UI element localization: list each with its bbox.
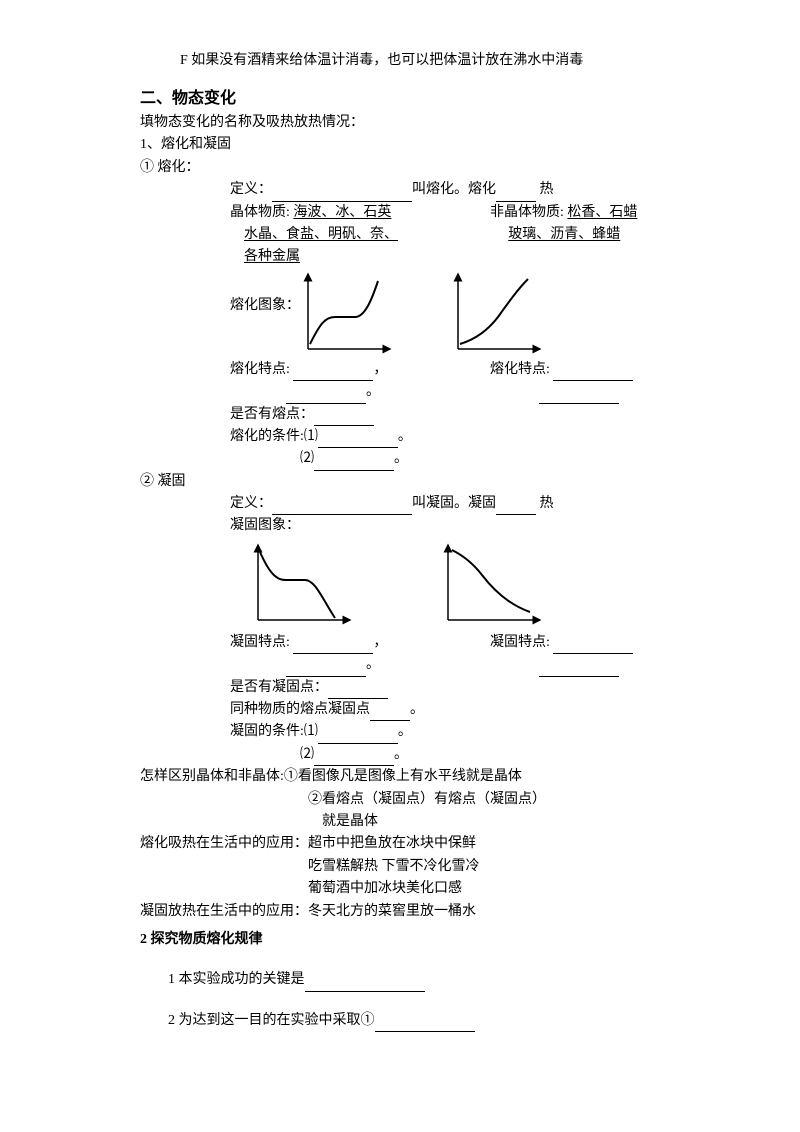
amorphous-melt-graph bbox=[450, 269, 550, 359]
freeze-def-suffix: 叫凝固。凝固 bbox=[412, 496, 496, 511]
blank-freeze-feat-b2[interactable] bbox=[539, 662, 619, 677]
blank-absorb-release[interactable] bbox=[496, 187, 536, 202]
blank-freeze-cond-1[interactable] bbox=[318, 729, 398, 744]
experiment-q1: 1 本实验成功的关键是 bbox=[140, 969, 690, 991]
substance-row-1: 晶体物质: 海波、冰、石英 非晶体物质: 松香、石蜡 bbox=[230, 202, 690, 224]
blank-freeze-cond-2[interactable] bbox=[314, 751, 394, 766]
blank-freeze-feat-b1[interactable] bbox=[553, 639, 633, 654]
thermometer-note: F 如果没有酒精来给体温计消毒，也可以把体温计放在沸水中消毒 bbox=[180, 50, 690, 72]
cond-2b: ⑵ bbox=[300, 747, 314, 762]
crystal-freeze-graph bbox=[250, 540, 360, 630]
period-s: 。 bbox=[410, 702, 424, 717]
melting-feature-row: 熔化特点: ， 熔化特点: bbox=[230, 359, 690, 381]
freeze-graph-label: 凝固图象： bbox=[230, 515, 690, 537]
blank-melting-def[interactable] bbox=[272, 187, 412, 202]
period-f2: 。 bbox=[394, 747, 408, 762]
blank-melt-feat-b1[interactable] bbox=[553, 366, 633, 381]
crystal-list-2: 水晶、食盐、明矾、奈、 bbox=[244, 227, 398, 242]
freeze-feature-row: 凝固特点: ， 凝固特点: bbox=[230, 632, 690, 654]
comma-1: ， bbox=[373, 362, 387, 377]
blank-melt-cond-2[interactable] bbox=[314, 456, 394, 471]
has-freeze-point: 是否有凝固点： bbox=[230, 677, 690, 699]
sub-1-label: ① 熔化： bbox=[140, 157, 690, 179]
crystal-melt-graph bbox=[300, 269, 400, 359]
blank-melt-feat-a1[interactable] bbox=[293, 366, 373, 381]
freeze-app: 凝固放热在生活中的应用：冬天北方的菜窖里放一桶水 bbox=[140, 901, 690, 923]
cond-1b: ⑴ bbox=[304, 724, 318, 739]
melting-def-suffix: 叫熔化。熔化 bbox=[412, 182, 496, 197]
sub-2-label: ② 凝固 bbox=[140, 471, 690, 493]
melt-app-1: 熔化吸热在生活中的应用：超市中把鱼放在冰块中保鲜 bbox=[140, 833, 690, 855]
period-b: 。 bbox=[366, 657, 380, 672]
blank-melt-feat-b2[interactable] bbox=[539, 389, 619, 404]
melt-cond-label: 熔化的条件: bbox=[230, 429, 304, 444]
crystal-list-1: 海波、冰、石英 bbox=[293, 205, 391, 220]
freeze-condition-2: ⑵。 bbox=[230, 744, 690, 766]
freeze-feature-label-a: 凝固特点: bbox=[230, 635, 293, 650]
blank-melt-feat-a2[interactable] bbox=[286, 389, 366, 404]
period-f1: 。 bbox=[398, 724, 412, 739]
melting-condition-2: ⑵。 bbox=[230, 448, 690, 470]
distinguish-line-1: 怎样区别晶体和非晶体:①看图像凡是图像上有水平线就是晶体 bbox=[140, 766, 690, 788]
period-c2: 。 bbox=[394, 451, 408, 466]
experiment-q2: 2 为达到这一目的在实验中采取① bbox=[140, 1010, 690, 1032]
same-meltfreeze-label: 同种物质的熔点凝固点 bbox=[230, 702, 370, 717]
crystal-list-3: 各种金属 bbox=[244, 249, 300, 264]
cond-1: ⑴ bbox=[304, 429, 318, 444]
period-c1: 。 bbox=[398, 429, 412, 444]
melting-definition-line: 定义： 叫熔化。熔化 热 bbox=[230, 179, 690, 201]
substance-row-2: 水晶、食盐、明矾、奈、 玻璃、沥青、蜂蜡 bbox=[230, 224, 690, 246]
blank-freeze-heat[interactable] bbox=[496, 500, 536, 515]
blank-freeze-def[interactable] bbox=[272, 500, 412, 515]
has-melting-point: 是否有熔点： bbox=[230, 404, 690, 426]
blank-exp-q1[interactable] bbox=[305, 977, 425, 992]
melt-feature-label-b: 熔化特点: bbox=[490, 362, 553, 377]
exp-q1-text: 1 本实验成功的关键是 bbox=[168, 972, 305, 987]
amorphous-freeze-graph bbox=[440, 540, 550, 630]
period-a: 。 bbox=[366, 384, 380, 399]
noncrystal-label: 非晶体物质: bbox=[490, 205, 567, 220]
cond-2: ⑵ bbox=[300, 451, 314, 466]
distinguish-line-2a: ②看熔点（凝固点）有熔点（凝固点） bbox=[140, 789, 690, 811]
worksheet-page: F 如果没有酒精来给体温计消毒，也可以把体温计放在沸水中消毒 二、物态变化 填物… bbox=[0, 0, 800, 1132]
same-meltfreeze: 同种物质的熔点凝固点 。 bbox=[230, 699, 690, 721]
item-1-heading: 1、熔化和凝固 bbox=[140, 134, 690, 156]
definition-label: 定义： bbox=[230, 182, 272, 197]
section-2-instruction: 填物态变化的名称及吸热放热情况： bbox=[140, 112, 690, 134]
noncrystal-list-2: 玻璃、沥青、蜂蜡 bbox=[508, 227, 620, 242]
definition-label-2: 定义： bbox=[230, 496, 272, 511]
noncrystal-list-1: 松香、石蜡 bbox=[567, 205, 637, 220]
blank-freeze-feat-a2[interactable] bbox=[286, 662, 366, 677]
crystal-label: 晶体物质: bbox=[230, 205, 293, 220]
has-freeze-label: 是否有凝固点： bbox=[230, 680, 328, 695]
heat-word: 热 bbox=[536, 182, 554, 197]
blank-exp-q2[interactable] bbox=[375, 1017, 475, 1032]
melting-condition-1: 熔化的条件:⑴ 。 bbox=[230, 426, 690, 448]
heat-word-2: 热 bbox=[536, 496, 554, 511]
melt-feature-label-a: 熔化特点: bbox=[230, 362, 293, 377]
freezing-definition-line: 定义： 叫凝固。凝固 热 bbox=[230, 493, 690, 515]
blank-melt-cond-1[interactable] bbox=[318, 433, 398, 448]
melt-app-3: 葡萄酒中加冰块美化口感 bbox=[140, 878, 690, 900]
melt-app-2: 吃雪糕解热 下雪不冷化雪冷 bbox=[140, 856, 690, 878]
section-2-title: 二、物态变化 bbox=[140, 86, 690, 112]
has-meltpoint-label: 是否有熔点： bbox=[230, 407, 314, 422]
comma-2: ， bbox=[373, 635, 387, 650]
distinguish-line-2b: 就是晶体 bbox=[140, 811, 690, 833]
substance-row-3: 各种金属 bbox=[230, 246, 690, 268]
freeze-condition-1: 凝固的条件:⑴ 。 bbox=[230, 721, 690, 743]
melting-graph-label: 熔化图象： bbox=[230, 269, 300, 359]
freeze-feature-row-2: 。 bbox=[230, 654, 690, 676]
blank-freeze-feat-a1[interactable] bbox=[293, 639, 373, 654]
freeze-feature-label-b: 凝固特点: bbox=[490, 635, 553, 650]
freeze-cond-label: 凝固的条件: bbox=[230, 724, 304, 739]
blank-has-meltpoint[interactable] bbox=[314, 411, 374, 426]
exp-q2-text: 2 为达到这一目的在实验中采取① bbox=[168, 1013, 375, 1028]
experiment-title: 2 探究物质熔化规律 bbox=[140, 929, 690, 951]
melting-feature-row-2: 。 bbox=[230, 381, 690, 403]
blank-has-freeze[interactable] bbox=[328, 684, 388, 699]
blank-same[interactable] bbox=[370, 706, 410, 721]
